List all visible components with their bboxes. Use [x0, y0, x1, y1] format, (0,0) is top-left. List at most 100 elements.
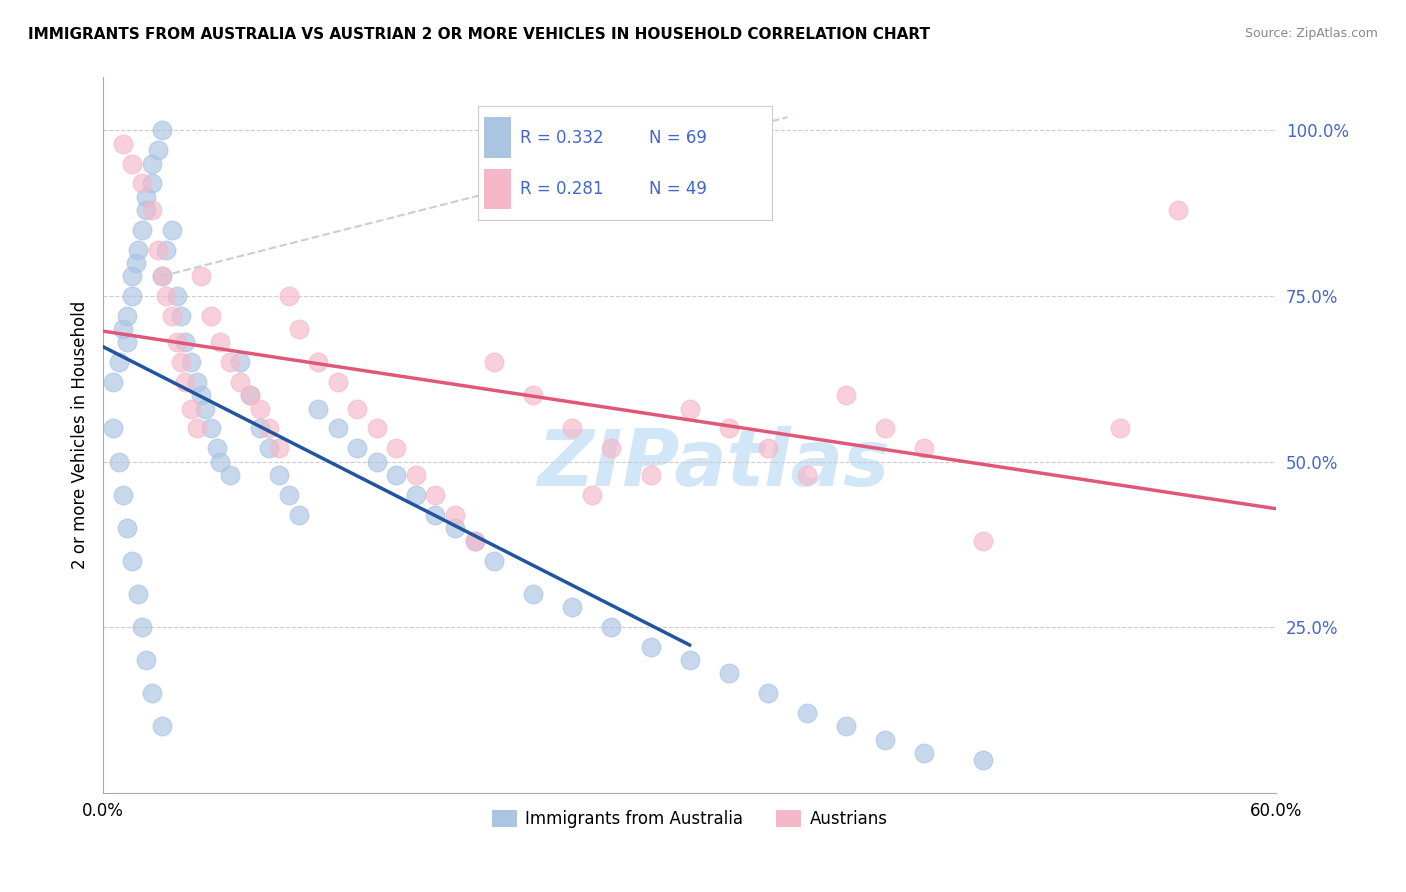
Point [600, 442, 623, 456]
Point [287, 508, 309, 522]
Point [180, 401, 202, 416]
Point [127, 243, 149, 257]
Legend: Immigrants from Australia, Austrians: Immigrants from Australia, Austrians [485, 803, 894, 834]
Point [1167, 202, 1189, 217]
Point [385, 467, 408, 482]
Point [150, 269, 173, 284]
Point [561, 421, 583, 435]
Y-axis label: 2 or more Vehicles in Household: 2 or more Vehicles in Household [72, 301, 89, 569]
Point [115, 309, 138, 323]
Point [107, 454, 129, 468]
Point [972, 534, 994, 549]
Point [146, 243, 169, 257]
Point [444, 508, 467, 522]
Point [756, 686, 779, 700]
Point [141, 686, 163, 700]
Point [141, 202, 163, 217]
Point [141, 177, 163, 191]
Point [267, 467, 290, 482]
Point [121, 289, 143, 303]
Point [326, 375, 349, 389]
Point [146, 143, 169, 157]
Point [385, 442, 408, 456]
Point [229, 375, 252, 389]
Point [205, 442, 228, 456]
Point [166, 335, 188, 350]
Point [160, 223, 183, 237]
Point [678, 401, 700, 416]
Point [131, 620, 153, 634]
Point [101, 375, 124, 389]
Text: Source: ZipAtlas.com: Source: ZipAtlas.com [1244, 27, 1378, 40]
Point [229, 355, 252, 369]
Point [219, 467, 242, 482]
Point [796, 706, 818, 721]
Point [482, 554, 505, 568]
Point [115, 521, 138, 535]
Point [135, 189, 157, 203]
Point [131, 223, 153, 237]
Point [259, 442, 281, 456]
Point [219, 355, 242, 369]
Point [346, 442, 368, 456]
Point [174, 375, 197, 389]
Point [425, 508, 447, 522]
Point [121, 156, 143, 170]
Point [581, 488, 603, 502]
Point [366, 454, 388, 468]
Text: IMMIGRANTS FROM AUSTRALIA VS AUSTRIAN 2 OR MORE VEHICLES IN HOUSEHOLD CORRELATIO: IMMIGRANTS FROM AUSTRALIA VS AUSTRIAN 2 … [28, 27, 931, 42]
Point [1108, 421, 1130, 435]
Point [101, 421, 124, 435]
Point [307, 401, 329, 416]
Point [522, 388, 544, 402]
Point [239, 388, 262, 402]
Point [121, 554, 143, 568]
Point [875, 421, 897, 435]
Point [135, 202, 157, 217]
Point [249, 401, 271, 416]
Point [346, 401, 368, 416]
Point [111, 488, 134, 502]
Point [835, 388, 858, 402]
Point [160, 309, 183, 323]
Point [277, 289, 299, 303]
Point [155, 243, 177, 257]
Point [522, 587, 544, 601]
Point [678, 653, 700, 667]
Point [200, 309, 222, 323]
Point [796, 467, 818, 482]
Point [756, 442, 779, 456]
Point [209, 454, 232, 468]
Point [141, 156, 163, 170]
Point [111, 322, 134, 336]
Point [405, 467, 427, 482]
Point [640, 467, 662, 482]
Point [239, 388, 262, 402]
Point [194, 401, 217, 416]
Point [186, 421, 208, 435]
Point [425, 488, 447, 502]
Point [180, 355, 202, 369]
Point [366, 421, 388, 435]
Point [135, 653, 157, 667]
Point [405, 488, 427, 502]
Point [150, 719, 173, 733]
Point [640, 640, 662, 654]
Point [717, 421, 740, 435]
Point [155, 289, 177, 303]
Point [170, 355, 193, 369]
Point [912, 746, 935, 760]
Point [121, 269, 143, 284]
Text: ZIPatlas: ZIPatlas [537, 425, 889, 501]
Point [150, 123, 173, 137]
Point [875, 732, 897, 747]
Point [127, 587, 149, 601]
Point [150, 269, 173, 284]
Point [174, 335, 197, 350]
Point [249, 421, 271, 435]
Point [717, 666, 740, 681]
Point [200, 421, 222, 435]
Point [464, 534, 486, 549]
Point [444, 521, 467, 535]
Point [190, 269, 212, 284]
